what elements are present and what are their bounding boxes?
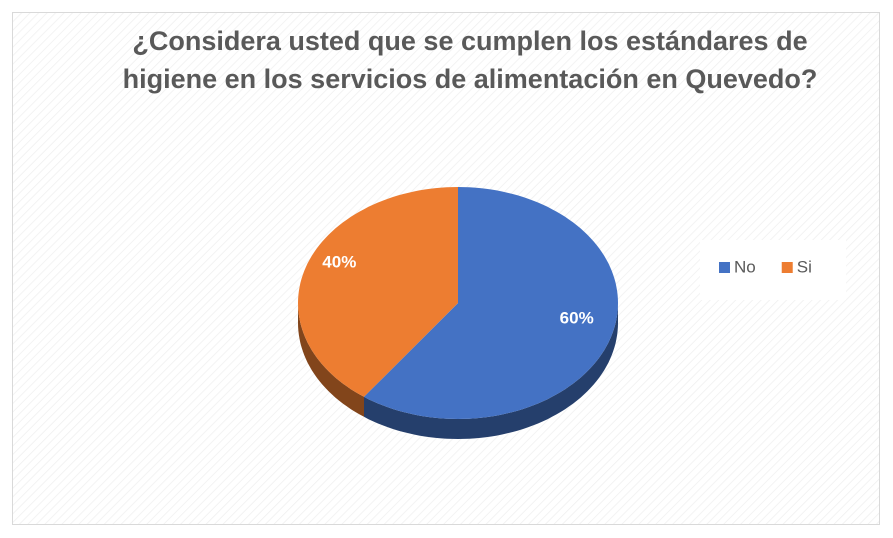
chart-title: ¿Considera usted que se cumplen los está… [122, 26, 818, 94]
data-label: 40% [322, 253, 356, 272]
legend-swatch [781, 262, 793, 273]
slice-side [364, 303, 618, 439]
slice [364, 187, 618, 419]
data-label: 60% [560, 308, 594, 327]
legend-swatch [719, 262, 730, 273]
legend-label: Si [797, 257, 812, 276]
slice-side [298, 303, 364, 417]
slice [298, 187, 458, 397]
legend-label: No [734, 257, 756, 276]
